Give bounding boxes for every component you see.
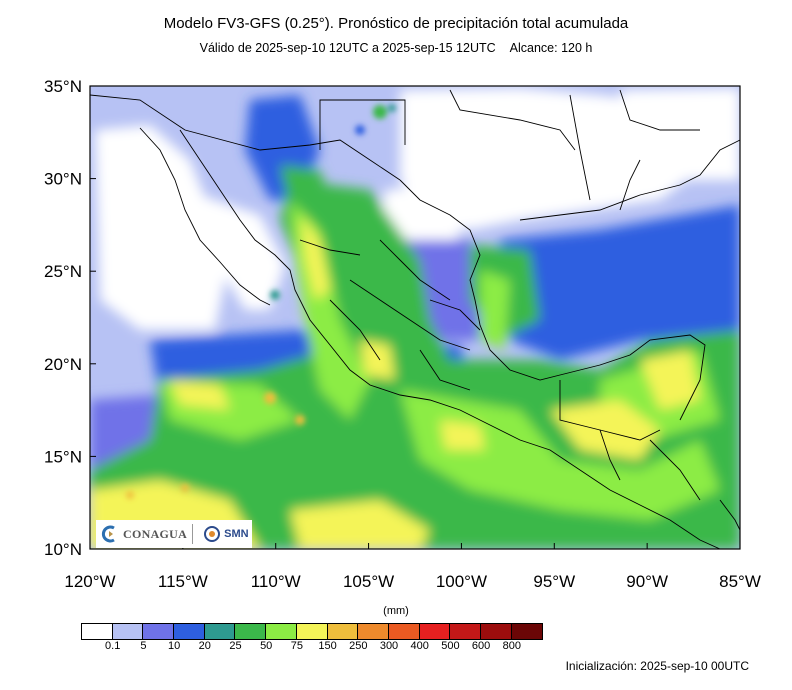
lon-tick-label: 95°W xyxy=(533,572,575,591)
lon-axis: 120°W 115°W 110°W 105°W 100°W 95°W 90°W 85°W xyxy=(64,543,761,591)
legend-color-box xyxy=(480,624,512,639)
smn-logo-text: SMN xyxy=(224,528,249,540)
legend-color-box xyxy=(450,624,481,639)
legend-units: (mm) xyxy=(383,605,409,617)
logo-divider xyxy=(192,524,194,544)
coastlines xyxy=(90,89,740,549)
color-legend xyxy=(81,623,544,640)
map-title: Modelo FV3-GFS (0.25°). Pronóstico de pr… xyxy=(163,15,629,32)
legend-label: 0.1 xyxy=(105,640,121,652)
plot-frame xyxy=(89,85,741,550)
lat-tick-label: 35°N xyxy=(44,77,82,96)
legend-label: 10 xyxy=(167,640,181,652)
legend-color-box xyxy=(82,624,113,639)
initialization-time: Inicialización: 2025-sep-10 00UTC xyxy=(565,659,749,673)
map-subtitle: Válido de 2025-sep-10 12UTC a 2025-sep-1… xyxy=(0,41,792,55)
legend-label: 150 xyxy=(318,640,337,652)
legend-color-box xyxy=(296,624,328,639)
legend-color-box xyxy=(112,624,144,639)
legend-label: 75 xyxy=(290,640,304,652)
lat-tick-label: 20°N xyxy=(44,355,82,374)
legend-color-box xyxy=(358,624,389,639)
legend-color-box xyxy=(143,624,175,639)
legend-label: 250 xyxy=(349,640,368,652)
conagua-logo-text: CONAGUA xyxy=(123,526,188,541)
lon-tick-label: 100°W xyxy=(436,572,487,591)
legend-label: 25 xyxy=(229,640,242,652)
lon-tick-label: 90°W xyxy=(626,572,668,591)
legend-color-box xyxy=(266,624,297,639)
lon-tick-label: 85°W xyxy=(719,572,761,591)
legend-label: 300 xyxy=(379,640,399,652)
forecast-lead: Alcance: 120 h xyxy=(509,41,593,55)
legend-color-box xyxy=(327,624,359,639)
precip-field xyxy=(90,86,740,549)
legend-label: 50 xyxy=(260,640,273,652)
lat-tick-label: 25°N xyxy=(44,262,82,281)
lat-tick-label: 30°N xyxy=(44,170,82,189)
precipitation-map: 35°N 30°N 25°N 20°N 15°N 10°N 120°W 115°W 110°W… xyxy=(44,77,761,591)
legend-label: 800 xyxy=(502,640,521,652)
lon-tick-label: 115°W xyxy=(158,572,208,591)
legend-label: 400 xyxy=(410,640,429,652)
legend-label: 20 xyxy=(198,640,211,652)
legend-color-box xyxy=(204,624,236,639)
lat-axis: 35°N 30°N 25°N 20°N 15°N 10°N xyxy=(44,77,96,559)
legend-label: 5 xyxy=(140,640,147,652)
legend-label: 600 xyxy=(471,640,491,652)
lat-tick-label: 10°N xyxy=(44,540,82,559)
valid-period: Válido de 2025-sep-10 12UTC a 2025-sep-1… xyxy=(199,41,496,55)
conagua-logo-icon xyxy=(101,525,115,543)
lon-tick-label: 110°W xyxy=(251,572,301,591)
legend-color-box xyxy=(174,624,205,639)
legend-color-box xyxy=(235,624,267,639)
smn-logo-icon xyxy=(204,526,221,542)
legend-color-box xyxy=(511,624,543,639)
legend-label: 500 xyxy=(441,640,460,652)
agency-logos: CONAGUA SMN xyxy=(96,520,252,548)
lat-tick-label: 15°N xyxy=(44,447,82,466)
legend-color-box xyxy=(388,624,420,639)
legend-color-box xyxy=(419,624,451,639)
lon-tick-label: 105°W xyxy=(343,572,394,591)
lon-tick-label: 120°W xyxy=(64,572,115,591)
